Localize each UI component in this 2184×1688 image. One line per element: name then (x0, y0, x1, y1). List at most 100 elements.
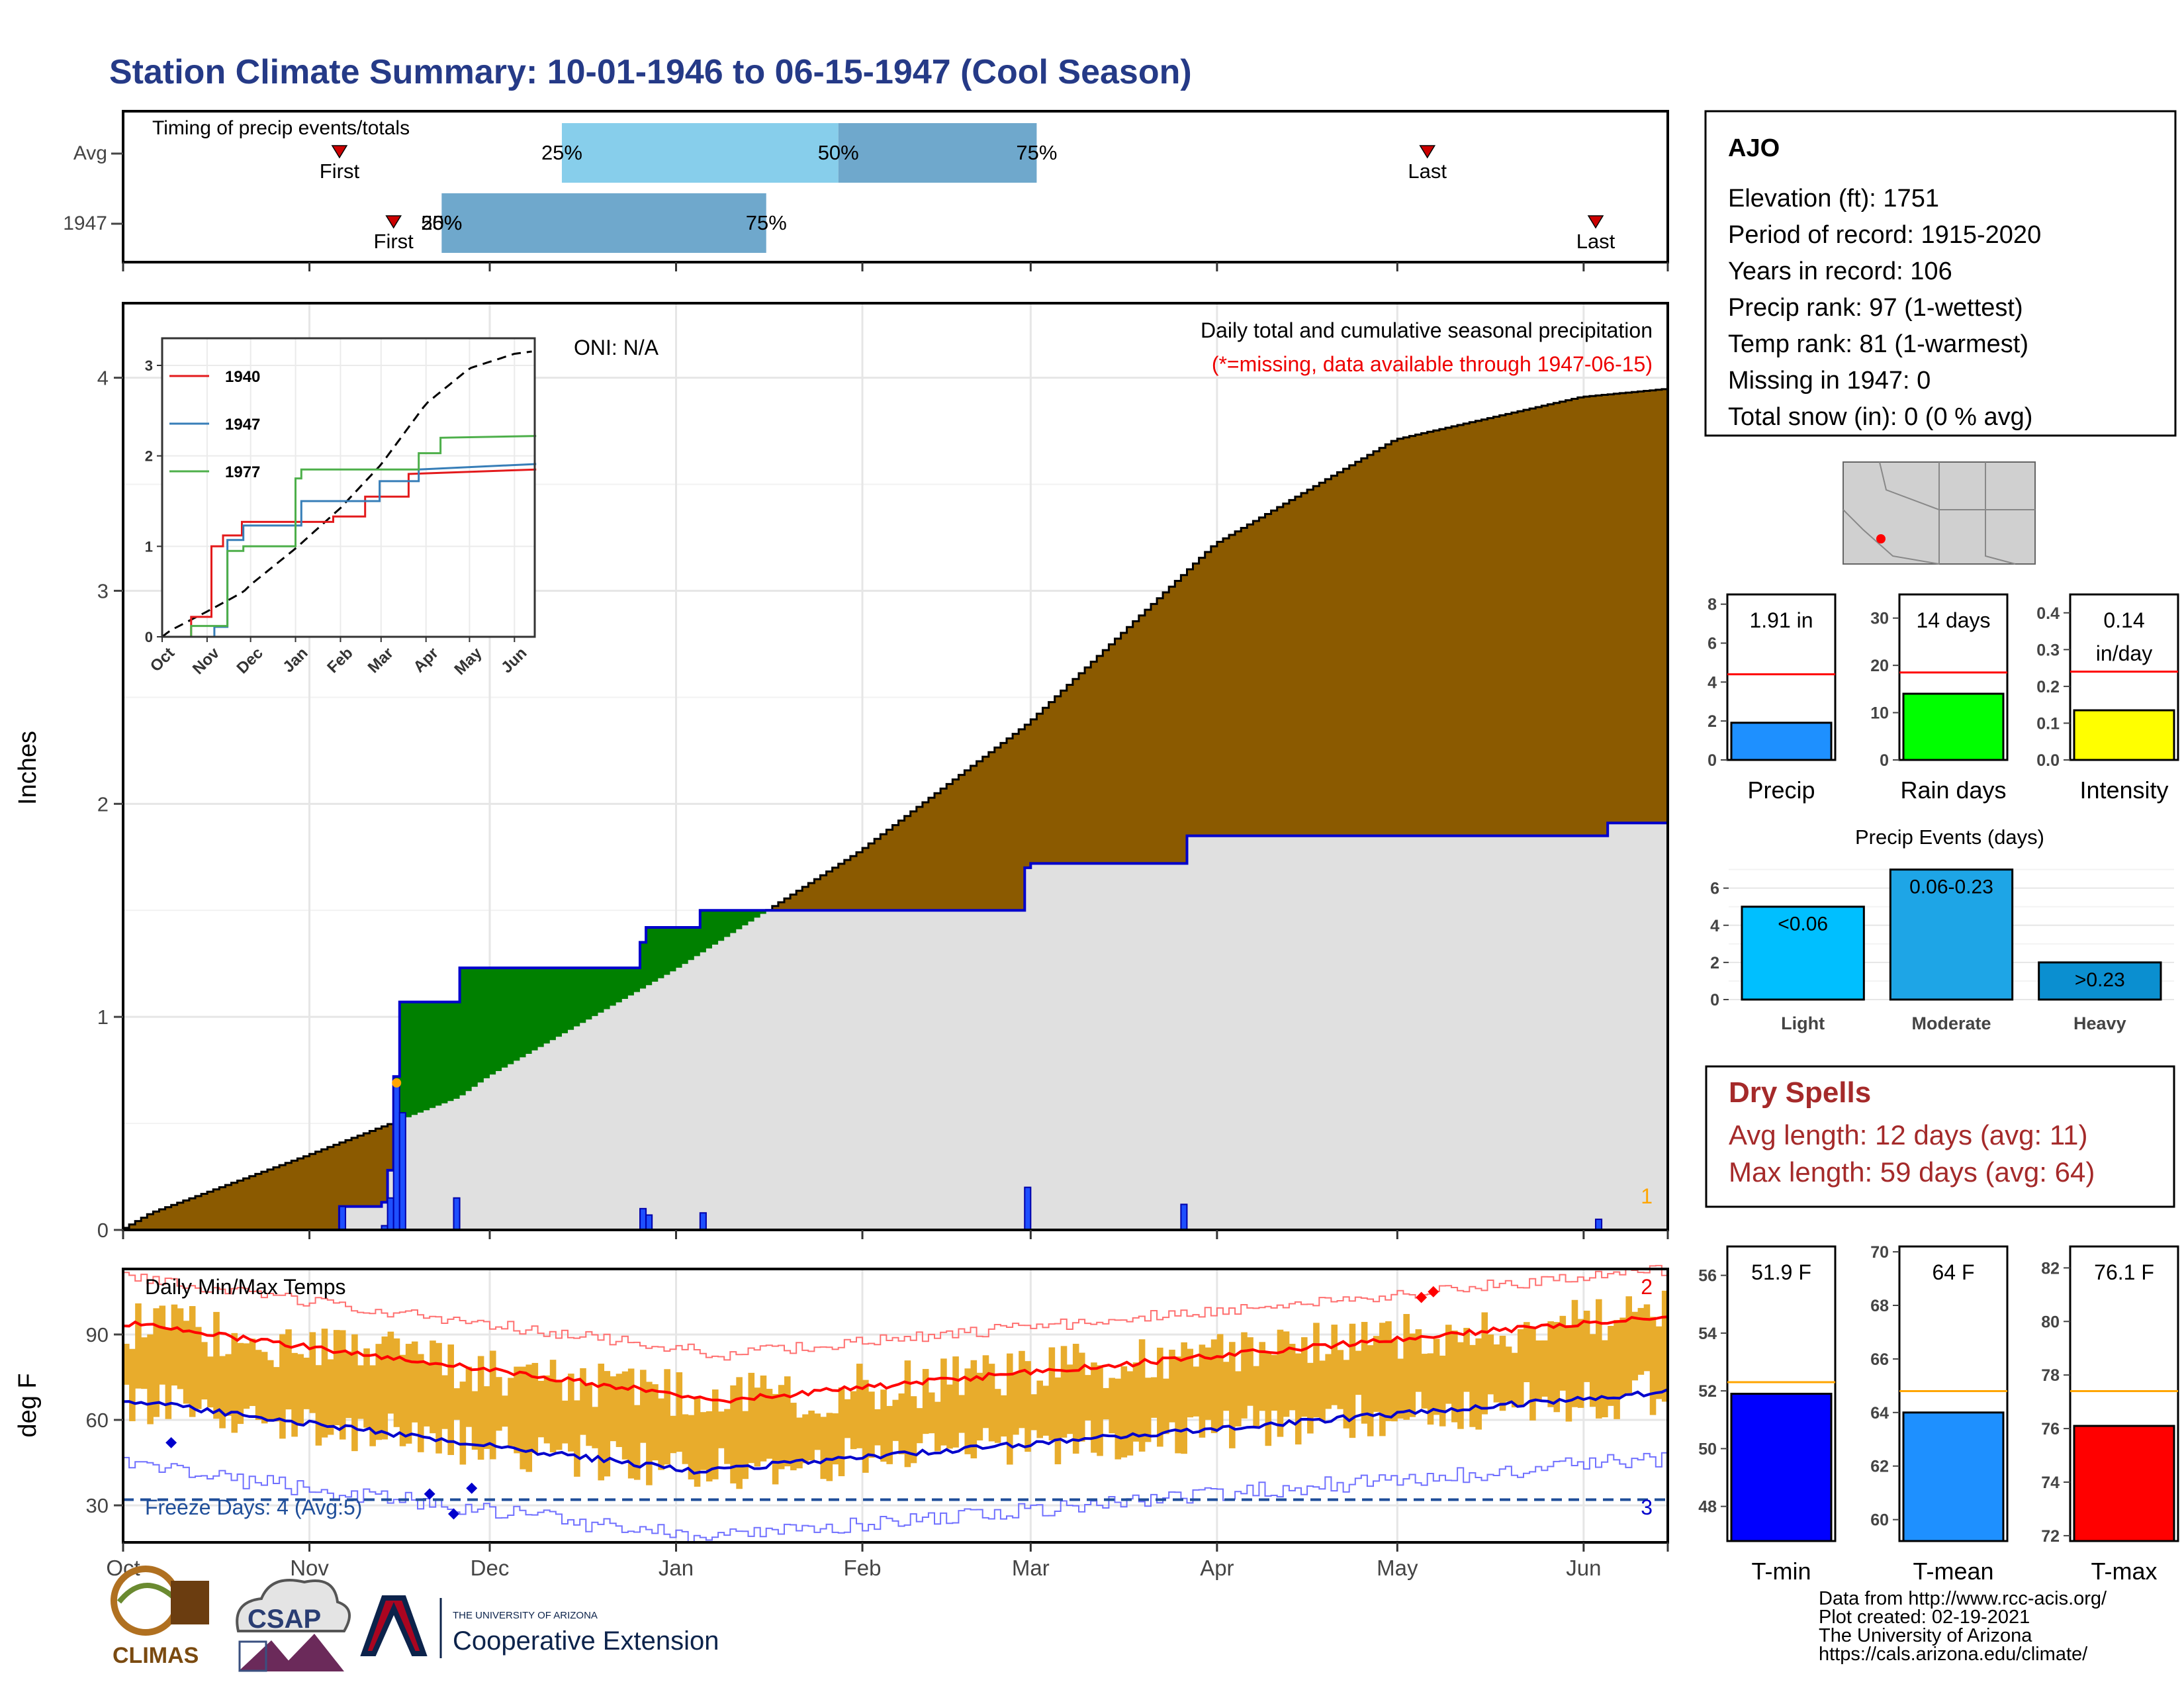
temps-ytick-label: 60 (86, 1409, 109, 1432)
temps-daily-range-bar (604, 1371, 611, 1477)
timing-p50-label: 50% (818, 141, 859, 164)
temps-daily-range-bar (447, 1344, 454, 1456)
mini-precip-value-bar (1730, 722, 1833, 761)
temps-daily-range-bar (1247, 1337, 1253, 1406)
temps-daily-range-bar (418, 1354, 424, 1452)
temps-daily-range-bar (267, 1360, 274, 1421)
temps-daily-range-bar (1643, 1304, 1651, 1372)
temps-daily-range-bar (1547, 1321, 1554, 1407)
temps-daily-range-bar (1397, 1358, 1404, 1419)
temps-daily-range-bar (1000, 1395, 1007, 1437)
temps-daily-range-bar (1427, 1353, 1434, 1425)
mini-precip-xlabel: Precip (1747, 776, 1815, 804)
temps-daily-range-bar (453, 1388, 461, 1420)
mini-intensity-value-unit: in/day (2096, 641, 2152, 665)
temps-daily-range-bar (1487, 1334, 1494, 1395)
temps-daily-range-bar (1337, 1350, 1344, 1409)
temps-daily-range-bar (1271, 1354, 1278, 1411)
timing-p25-label: 25% (541, 141, 582, 164)
temps-daily-range-bar (1283, 1331, 1290, 1417)
events-bar-heavy (2038, 961, 2162, 1001)
station-line-snow: Total snow (in): 0 (0 % avg) (1728, 403, 2032, 431)
temps-daily-range-bar (796, 1417, 803, 1469)
station-frame (1704, 110, 2177, 437)
temps-daily-range-bar (1072, 1344, 1079, 1454)
mini-intensity-value-bar (2073, 709, 2175, 761)
temps-daily-range-bar (219, 1356, 226, 1429)
temps-daily-range-bar (1421, 1354, 1428, 1409)
temps-daily-range-bar (922, 1369, 929, 1434)
temps-daily-range-bar (868, 1391, 875, 1458)
map-state-borders (1843, 461, 2035, 565)
mini-tmin-xlabel: T-min (1752, 1558, 1811, 1585)
mini-precip-ytick-label: 0 (1707, 751, 1717, 770)
temps-daily-range-bar (1036, 1380, 1044, 1438)
precip-caption: Daily total and cumulative seasonal prec… (1201, 318, 1653, 342)
temps-daily-range-bar (1583, 1311, 1590, 1382)
temps-daily-range-bar (327, 1359, 334, 1435)
timing-marker-triangle (1587, 215, 1604, 229)
inset-ytick-label: 1 (145, 538, 153, 555)
mini-tmean-ytick-label: 60 (1870, 1511, 1889, 1530)
mini-tmax-value-label: 76.1 F (2094, 1260, 2154, 1284)
temps-daily-range-bar (213, 1311, 220, 1419)
temps-daily-range-bar (405, 1344, 412, 1444)
mini-tmin-ytick-label: 48 (1698, 1498, 1717, 1517)
precip-daily-bar (387, 1197, 394, 1231)
temps-daily-range-bar (165, 1327, 172, 1419)
temps-daily-range-bar (273, 1367, 280, 1422)
temps-daily-range-bar (1596, 1299, 1602, 1419)
mini-tmin-chart: 48 50 52 54 56 51.9 F T-min (1698, 1245, 1837, 1585)
temps-daily-range-bar (1054, 1377, 1062, 1465)
temps-daily-range-bar (1445, 1325, 1452, 1404)
mini-tmin-value-bar (1730, 1393, 1833, 1542)
temps-daily-range-bar (958, 1395, 965, 1433)
temps-daily-range-bar (1019, 1350, 1025, 1429)
temps-daily-range-bar (502, 1395, 508, 1427)
temps-daily-range-bar (1511, 1352, 1518, 1408)
temps-daily-range-bar (1457, 1342, 1464, 1429)
precip-ytick-label: 1 (97, 1006, 109, 1029)
events-bar-label: 0.06-0.23 (1909, 876, 1993, 898)
timing-bar-25-50 (561, 123, 839, 183)
temps-daily-range-bar (225, 1354, 232, 1416)
temps-daily-range-bar (1048, 1347, 1056, 1441)
mini-tmax-ytick-label: 72 (2041, 1527, 2060, 1546)
temps-daily-range-bar (1216, 1334, 1224, 1429)
temps-daily-range-bar (261, 1352, 268, 1424)
temps-daily-range-bar (483, 1386, 490, 1449)
temps-daily-range-bar (1163, 1378, 1169, 1434)
temps-daily-range-bar (916, 1408, 923, 1444)
precip-daily-bar (398, 1111, 406, 1231)
mini-tmax-ytick-label: 82 (2041, 1259, 2060, 1278)
csap-mountains (238, 1634, 344, 1671)
temps-daily-range-bar (724, 1409, 731, 1464)
temps-daily-range-bar (982, 1355, 989, 1429)
credit-url: https://cals.arizona.edu/climate/ (1819, 1644, 2088, 1665)
temps-daily-range-bar (231, 1333, 238, 1433)
temps-daily-range-bar (826, 1413, 833, 1481)
inset-legend-label: 1940 (225, 368, 260, 386)
temps-daily-range-bar (1307, 1362, 1314, 1434)
timing-bar-50-75 (441, 193, 766, 253)
timing-bar-50-75 (838, 123, 1037, 183)
temps-daily-range-bar (1007, 1353, 1013, 1465)
temps-daily-range-bar (1066, 1364, 1073, 1434)
mini-tmax-ytick-label: 76 (2041, 1420, 2060, 1438)
temps-record-low-marker (424, 1488, 435, 1500)
timing-p75-label: 75% (746, 211, 787, 234)
temps-daily-range-bar (1229, 1342, 1236, 1448)
temps-daily-range-bar (646, 1382, 653, 1485)
temps-daily-range-bar (874, 1409, 881, 1446)
temps-daily-range-bar (129, 1348, 136, 1421)
temps-daily-range-bar (159, 1305, 166, 1385)
temps-daily-range-bar (1181, 1342, 1187, 1454)
precip-daily-bar (453, 1197, 461, 1231)
mini-intensity-ytick-label: 0.3 (2036, 641, 2060, 659)
temps-daily-range-bar (1602, 1340, 1608, 1418)
temps-daily-range-bar (1391, 1338, 1398, 1422)
temps-daily-range-bar (393, 1338, 400, 1427)
temps-daily-range-bar (1649, 1317, 1657, 1415)
temps-daily-range-bar (658, 1398, 664, 1470)
temps-daily-range-bar (1013, 1373, 1019, 1435)
